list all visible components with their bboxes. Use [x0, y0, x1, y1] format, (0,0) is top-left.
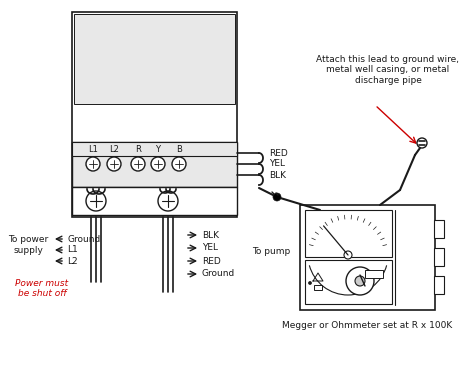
- Bar: [434, 220, 444, 238]
- Circle shape: [273, 193, 281, 201]
- Bar: [305, 210, 392, 257]
- Bar: [305, 260, 392, 304]
- Text: Power must
be shut off: Power must be shut off: [16, 279, 69, 298]
- Text: BLK: BLK: [202, 230, 219, 240]
- Text: L1: L1: [67, 245, 78, 255]
- Text: Ground: Ground: [67, 234, 100, 244]
- Text: L2: L2: [67, 256, 78, 265]
- Bar: [314, 285, 322, 290]
- Text: Ground: Ground: [202, 269, 235, 279]
- Bar: [365, 270, 383, 278]
- Circle shape: [172, 157, 186, 171]
- Circle shape: [355, 276, 365, 286]
- Text: YEL: YEL: [202, 244, 218, 252]
- Text: BLK: BLK: [269, 170, 286, 180]
- Text: RED: RED: [202, 256, 221, 265]
- Text: To power
supply: To power supply: [8, 235, 48, 255]
- Bar: [434, 276, 444, 294]
- Text: RED: RED: [269, 149, 288, 158]
- Text: Y: Y: [156, 145, 160, 153]
- Circle shape: [107, 157, 121, 171]
- Text: L2: L2: [109, 145, 119, 153]
- Circle shape: [308, 282, 312, 284]
- Text: R: R: [135, 145, 141, 153]
- Text: L1: L1: [88, 145, 98, 153]
- Text: Megger or Ohmmeter set at R x 100K: Megger or Ohmmeter set at R x 100K: [282, 322, 452, 330]
- Text: B: B: [176, 145, 182, 153]
- Circle shape: [86, 157, 100, 171]
- Circle shape: [151, 157, 165, 171]
- Bar: [434, 248, 444, 266]
- Circle shape: [131, 157, 145, 171]
- Bar: [74, 14, 235, 104]
- Bar: [72, 12, 237, 217]
- Bar: [72, 142, 237, 187]
- Bar: [72, 187, 237, 215]
- Bar: [72, 142, 237, 156]
- Circle shape: [86, 191, 106, 211]
- Text: Attach this lead to ground wire,
metal well casing, or metal
discharge pipe: Attach this lead to ground wire, metal w…: [316, 55, 460, 85]
- Text: To pump: To pump: [252, 247, 290, 255]
- Circle shape: [417, 138, 427, 148]
- Bar: [300, 205, 435, 310]
- Text: YEL: YEL: [269, 159, 285, 169]
- Circle shape: [344, 251, 352, 259]
- Circle shape: [158, 191, 178, 211]
- Circle shape: [346, 267, 374, 295]
